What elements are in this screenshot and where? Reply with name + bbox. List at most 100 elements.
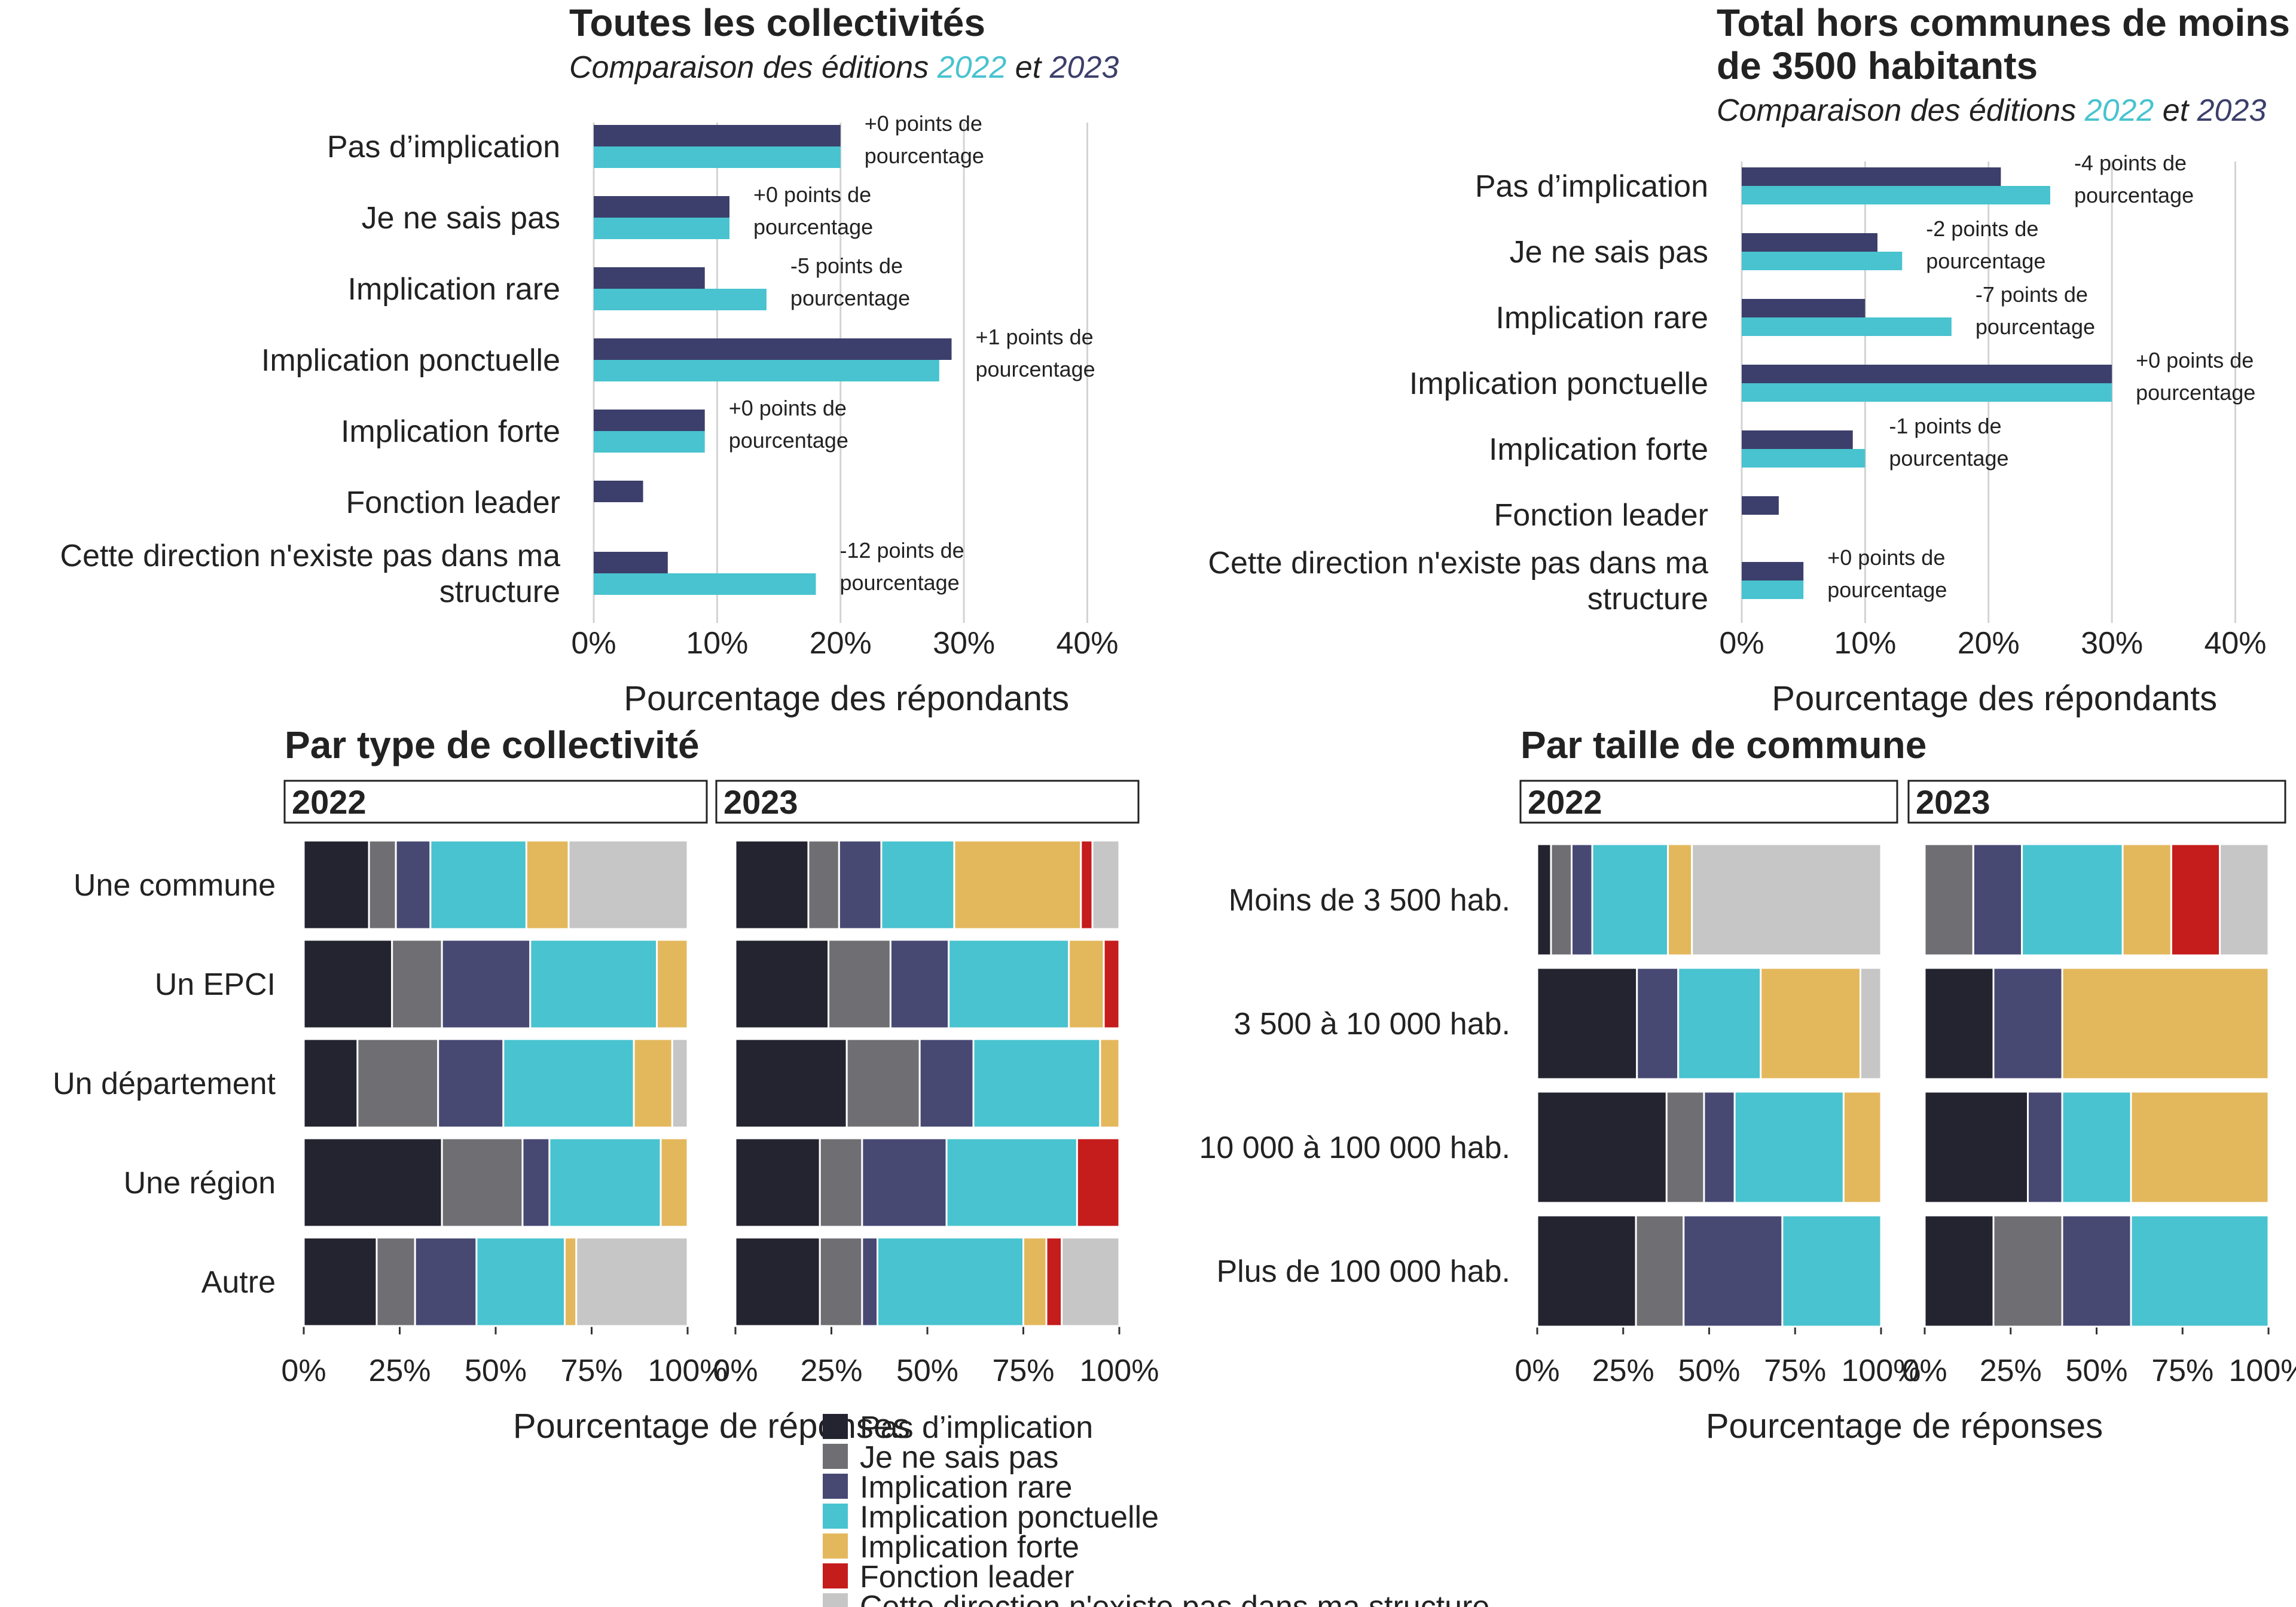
stack-segment <box>734 839 810 930</box>
stack-segment <box>1677 967 1762 1080</box>
x-tick-label: 40% <box>2204 626 2266 661</box>
diff-annotation: -2 points de <box>1926 216 2038 241</box>
category-label: Pas d’implication <box>1475 169 1708 204</box>
legend-swatch <box>823 1504 848 1529</box>
stack-segment <box>529 939 658 1029</box>
stack-segment <box>521 1137 551 1228</box>
x-axis-label: Pourcentage des répondants <box>624 679 1069 718</box>
stack-segment <box>1781 1214 1882 1328</box>
x-tick-label: 50% <box>896 1354 958 1388</box>
stack-segment <box>2061 967 2270 1080</box>
category-label: Implication rare <box>348 272 560 307</box>
category-label: Je ne sais pas <box>1510 235 1708 270</box>
bar-2022 <box>594 573 816 595</box>
stack-segment <box>1683 1214 1784 1328</box>
chart-header: Toutes les collectivités Comparaison des … <box>569 1 1119 85</box>
diff-annotation: +0 points de <box>753 182 871 207</box>
category-label: 10 000 à 100 000 hab. <box>1199 1131 1510 1165</box>
x-tick-label: 50% <box>1678 1354 1740 1388</box>
facet-strip <box>1519 780 1898 824</box>
stack-segment <box>1635 1214 1685 1328</box>
stack-segment <box>953 839 1082 930</box>
stack-segment <box>1091 839 1120 930</box>
bar-2023 <box>1742 496 1779 515</box>
stack-segment <box>441 1137 524 1228</box>
category-label: Cette direction n'existe pas dans ma <box>1208 546 1708 581</box>
stack-segment <box>303 839 370 930</box>
legend-label: Je ne sais pas <box>860 1440 1058 1475</box>
diff-annotation: +0 points de <box>729 396 847 420</box>
stack-segment <box>1733 1090 1845 1204</box>
stack-segment <box>819 1137 863 1228</box>
stack-segment <box>948 939 1070 1029</box>
stack-segment <box>2027 1090 2063 1204</box>
stack-segment <box>1691 843 1882 957</box>
diff-annotation: -1 points de <box>1889 414 2001 438</box>
x-tick-label: 50% <box>2065 1354 2127 1388</box>
stack-segment <box>575 1236 689 1327</box>
bar-2022 <box>594 360 939 381</box>
bar-2023 <box>1742 299 1866 317</box>
category-label: Pas d’implication <box>327 130 560 164</box>
bar-2022 <box>594 146 841 168</box>
category-label: Fonction leader <box>1494 498 1708 533</box>
stack-segment <box>564 1236 578 1327</box>
stack-segment <box>1103 939 1120 1029</box>
stack-segment <box>1703 1090 1736 1204</box>
stack-segment <box>1842 1090 1882 1204</box>
x-tick-label: 75% <box>992 1354 1054 1388</box>
bar-2022 <box>594 218 730 239</box>
x-tick-label: 75% <box>1764 1354 1826 1388</box>
stack-segment <box>1045 1236 1063 1327</box>
stack-segment <box>1061 1236 1120 1327</box>
stack-segment <box>1760 967 1861 1080</box>
stack-segment <box>945 1137 1078 1228</box>
x-tick-label: 20% <box>1958 626 2020 661</box>
bar-2023 <box>1742 430 1853 449</box>
x-tick-label: 25% <box>368 1354 430 1388</box>
stack-segment <box>880 839 955 930</box>
stack-segment <box>861 1137 948 1228</box>
diff-annotation: pourcentage <box>2074 183 2194 207</box>
stack-segment <box>1022 1236 1048 1327</box>
x-tick-label: 0% <box>281 1354 326 1388</box>
bar-2023 <box>1742 233 1878 252</box>
x-tick-label: 25% <box>1980 1354 2042 1388</box>
stack-segment <box>972 1038 1101 1129</box>
chart-title: Toutes les collectivités <box>569 1 985 44</box>
stack-segment <box>2219 843 2270 957</box>
legend-swatch <box>823 1474 848 1499</box>
diff-annotation: +1 points de <box>975 325 1093 349</box>
stack-segment <box>475 1236 566 1327</box>
diff-annotation: -4 points de <box>2074 151 2187 175</box>
category-label: Cette direction n'existe pas dans ma <box>60 539 560 573</box>
chart-subtitle: Comparaison des éditions 2022 et 2023 <box>569 50 1119 85</box>
category-label: 3 500 à 10 000 hab. <box>1234 1007 1510 1041</box>
stack-segment <box>548 1137 662 1228</box>
stack-segment <box>429 839 527 930</box>
bar-2023 <box>1742 562 1804 581</box>
x-tick-label: 10% <box>686 626 748 661</box>
legend-label: Fonction leader <box>860 1560 1074 1594</box>
stack-segment <box>1099 1038 1120 1129</box>
stack-segment <box>2130 1090 2270 1204</box>
category-label: Implication ponctuelle <box>261 343 560 378</box>
stack-segment <box>1076 1137 1120 1228</box>
diff-annotation: pourcentage <box>975 357 1095 381</box>
bar-2023 <box>594 338 952 360</box>
stack-segment <box>303 1236 378 1327</box>
stack-segment <box>660 1137 689 1228</box>
stack-segment <box>303 1137 443 1228</box>
stack-segment <box>1923 843 1974 957</box>
bar-2023 <box>594 196 730 218</box>
bar-2022 <box>1742 581 1804 599</box>
stack-segment <box>633 1038 673 1129</box>
stack-segment <box>918 1038 975 1129</box>
category-label: Une commune <box>74 868 276 903</box>
x-tick-label: 0% <box>1902 1354 1947 1388</box>
legend-swatch <box>823 1444 848 1469</box>
stack-segment <box>303 939 393 1029</box>
